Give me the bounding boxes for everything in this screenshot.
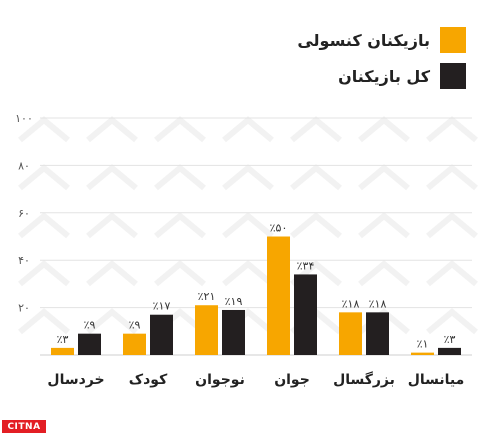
pattern-chevron (86, 212, 138, 239)
legend-label-all: کل بازیکنان (338, 66, 430, 86)
y-tick-label: ۴۰ (18, 254, 30, 267)
pattern-chevron (358, 116, 410, 143)
x-category-label: بزرگسال (333, 371, 395, 388)
background-pattern (18, 116, 478, 335)
pattern-chevron (290, 116, 342, 143)
data-labels: ٪۳ ٪۹ ٪۹ ٪۱۷ ٪۲۱ ٪۱۹ ٪۵۰ ٪۳۴ ٪۱۸ ٪۱۸ ٪۱ ٪۳ (57, 222, 456, 351)
pattern-chevron (154, 164, 206, 191)
bar-console-4 (267, 236, 290, 355)
pattern-chevron (290, 212, 342, 239)
data-label: ٪۱۸ (369, 297, 387, 310)
y-tick-label: ۱۰۰ (15, 112, 33, 125)
pattern-chevron (86, 164, 138, 191)
pattern-chevron (86, 116, 138, 143)
legend-item-console-players: بازیکنان کنسولی (297, 27, 466, 53)
legend-swatch-console (440, 27, 466, 53)
pattern-chevron (18, 212, 70, 239)
bar-console-2 (123, 333, 146, 355)
source-logo: CITNA (2, 420, 46, 433)
y-tick-label: ۸۰ (18, 159, 30, 172)
grid-lines (40, 117, 472, 356)
bar-all-6 (438, 347, 461, 355)
pattern-chevron (154, 212, 206, 239)
pattern-chevron (222, 164, 274, 191)
data-label: ٪۱۸ (342, 297, 360, 310)
pattern-chevron (426, 212, 478, 239)
bar-console-6 (411, 352, 434, 355)
legend-swatch-all (440, 63, 466, 89)
pattern-chevron (222, 260, 274, 287)
pattern-chevron (222, 116, 274, 143)
x-axis-categories: خردسال کودک نوجوان جوان بزرگسال میانسال (47, 371, 464, 388)
pattern-chevron (154, 260, 206, 287)
data-label: ٪۳۴ (297, 259, 315, 272)
data-label: ٪۵۰ (270, 222, 288, 235)
y-tick-label: ۶۰ (18, 207, 30, 220)
pattern-chevron (222, 212, 274, 239)
pattern-chevron (426, 116, 478, 143)
bar-all-3 (222, 309, 245, 355)
pattern-chevron (358, 164, 410, 191)
pattern-chevron (426, 260, 478, 287)
bars (51, 236, 461, 355)
data-label: ٪۳ (57, 333, 69, 346)
x-category-label: خردسال (47, 372, 104, 388)
pattern-chevron (18, 260, 70, 287)
y-axis-ticks: ۱۰۰ ۸۰ ۶۰ ۴۰ ۲۰ (15, 112, 33, 315)
pattern-chevron (86, 260, 138, 287)
legend-item-all-players: کل بازیکنان (338, 63, 466, 89)
data-label: ٪۲۱ (198, 290, 216, 303)
pattern-chevron (18, 116, 70, 143)
data-label: ٪۹ (129, 319, 141, 332)
x-category-label: میانسال (408, 372, 465, 388)
pattern-chevron (290, 164, 342, 191)
data-label: ٪۱ (417, 338, 429, 351)
data-label: ٪۳ (444, 333, 456, 346)
x-category-label: جوان (274, 372, 310, 388)
bar-all-1 (78, 333, 101, 355)
x-category-label: نوجوان (195, 372, 245, 388)
data-label: ٪۱۷ (153, 300, 171, 313)
pattern-chevron (358, 212, 410, 239)
bar-console-5 (339, 312, 362, 355)
pattern-chevron (18, 164, 70, 191)
pattern-chevron (18, 308, 70, 335)
data-label: ٪۱۹ (225, 295, 243, 308)
y-tick-label: ۲۰ (18, 302, 30, 315)
bar-all-4 (294, 274, 317, 355)
bar-console-3 (195, 305, 218, 355)
x-category-label: کودک (129, 372, 168, 388)
bar-all-5 (366, 312, 389, 355)
data-label: ٪۹ (84, 319, 96, 332)
pattern-chevron (358, 260, 410, 287)
pattern-chevron (426, 164, 478, 191)
legend: بازیکنان کنسولی کل بازیکنان (297, 27, 466, 89)
pattern-chevron (86, 308, 138, 335)
pattern-chevron (426, 308, 478, 335)
pattern-chevron (154, 116, 206, 143)
bar-all-2 (150, 314, 173, 355)
bar-console-1 (51, 347, 74, 355)
legend-label-console: بازیکنان کنسولی (297, 30, 430, 50)
